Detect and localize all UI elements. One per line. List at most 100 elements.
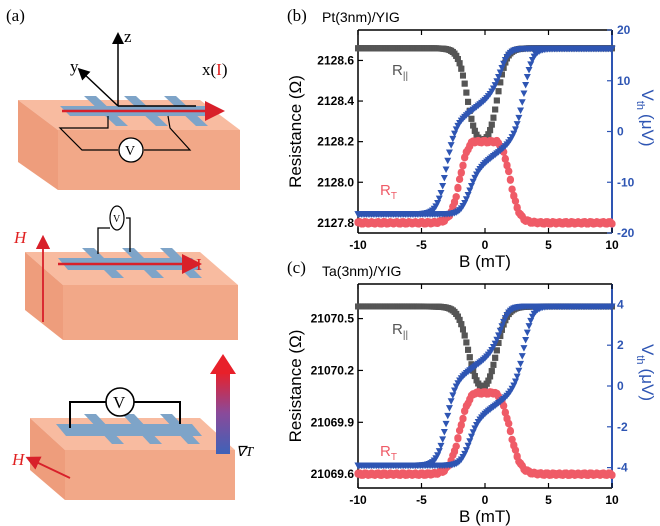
data-point [468,361,475,368]
x-tick-label: 5 [545,238,552,252]
series-R|| [355,303,615,390]
data-point [503,161,511,169]
block-left-2 [25,252,63,340]
gradient-arrow-head [210,354,236,374]
strip-cross-3b [122,414,162,444]
annotation-R-T: RT [380,443,397,463]
panel-label-b: (b) [287,6,307,25]
data-point [463,339,470,346]
data-point [506,176,514,184]
voltmeter-label-2: V [113,214,121,225]
data-point [608,220,616,228]
y-tick-label: 21070.2 [311,363,355,377]
y-right-axis-label: Vth(μV) [634,90,657,147]
data-point [466,354,473,361]
data-point [452,193,460,201]
diagram-2: I V H [13,205,238,340]
data-point [608,471,616,479]
x-tick-label: -10 [349,238,367,252]
gradient-label: ∇T [236,445,254,460]
data-point [518,99,526,106]
axis-y-line [77,67,119,107]
data-point [492,354,499,361]
data-point [522,337,530,344]
voltmeter-label-1: V [125,144,135,159]
diagram-1: z y x(I) V [18,27,240,190]
x-tick-label: -5 [416,238,427,252]
x-axis-label: B (mT) [459,252,511,271]
data-point [498,71,505,78]
data-point [457,169,465,177]
chart-c: Ta(3nm)/YIG -10 -5 0 5 10 B (mT) 21069.6 21069.9… [286,263,657,526]
data-point [473,377,480,384]
data-point [500,402,508,410]
volt-wire-left-1 [58,116,118,151]
current-label-2: I [196,255,202,274]
data-point [442,420,450,428]
y-right-tick-label: -2 [617,420,628,434]
voltmeter-label-3: V [113,393,126,412]
data-point [454,313,461,320]
y-right-tick-label: 0 [617,125,624,139]
data-point [497,333,504,340]
data-point [492,106,499,113]
annotation-R-parallel: R|| [392,62,408,82]
x-tick-label: 0 [482,238,489,252]
data-point [508,185,516,194]
data-point [525,67,533,74]
data-point [437,189,445,197]
chart-title: Ta(3nm)/YIG [322,263,401,279]
data-point [454,56,461,63]
data-point [490,361,497,368]
data-point [487,373,494,380]
data-point [495,88,502,95]
y-tick-label: 21070.5 [311,312,355,326]
data-point [511,197,520,205]
data-point [463,89,470,96]
data-point [447,398,455,405]
data-point [439,436,447,443]
data-point [452,442,460,450]
data-point [445,149,453,157]
y-tick-label: 2128.2 [317,135,354,149]
data-point [471,127,478,134]
volt-wire-right-1 [144,115,192,151]
data-point [501,155,509,163]
data-point [465,346,472,353]
block-front-1 [58,130,240,190]
data-point [513,373,521,381]
data-point [449,392,457,399]
data-point [495,339,502,346]
H-arrow-3 [25,456,71,479]
data-point [447,142,455,149]
strip-cross-3a [84,414,124,444]
series-Vth [354,45,616,218]
y-tick-label: 2128.0 [317,175,354,189]
y-axis-label: Resistance (Ω) [286,330,305,443]
data-point [457,421,465,430]
data-point [517,360,525,368]
voltmeter-2 [109,205,125,231]
data-point [461,332,468,339]
data-point [445,405,453,412]
data-point [505,167,513,175]
data-point [439,183,447,190]
block-front-3 [65,450,235,500]
data-point [459,161,467,169]
data-point [444,412,452,420]
chart-title: Pt(3nm)/YIG [322,9,400,25]
axis-x-label: x(I) [202,60,228,79]
data-point [518,353,526,360]
data-point [523,329,531,337]
data-point [511,126,519,133]
x-tick-label: 10 [605,238,619,252]
y-right-tick-label: 10 [617,74,631,88]
volt-wire-right-2 [126,217,131,252]
y-tick-label: 21069.9 [311,415,355,429]
panel-label-a: (a) [6,6,25,25]
panel-label-c: (c) [287,258,306,277]
data-point [450,448,459,456]
data-point [454,183,462,191]
diagram-3: V H ∇T [11,354,254,500]
H-label-3: H [11,450,26,469]
